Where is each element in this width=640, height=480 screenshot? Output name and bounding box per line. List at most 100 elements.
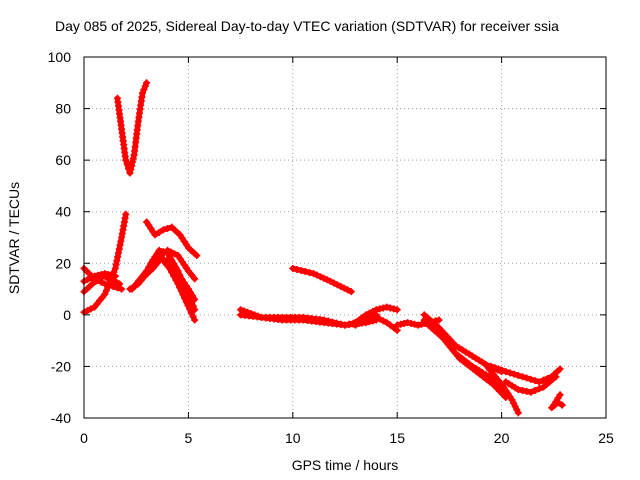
data-point-marker <box>531 386 539 394</box>
data-point-marker <box>164 224 172 232</box>
data-point-marker <box>109 282 117 290</box>
data-point-marker <box>186 305 194 313</box>
data-point-marker <box>166 253 174 261</box>
data-point-marker <box>414 321 422 329</box>
data-point-marker <box>383 303 391 311</box>
data-point-marker <box>498 366 506 374</box>
data-point-marker <box>502 368 510 376</box>
data-point-marker <box>397 320 405 328</box>
grid-layer <box>84 57 606 418</box>
data-point-marker <box>297 267 305 275</box>
x-tick-label: 20 <box>494 430 510 446</box>
data-point-marker <box>164 249 172 257</box>
data-point-marker <box>506 369 514 377</box>
data-point-marker <box>101 280 109 288</box>
plot-frame <box>83 56 607 419</box>
data-point-marker <box>159 226 167 234</box>
x-tick-label: 25 <box>598 430 614 446</box>
data-point-marker <box>411 320 419 328</box>
data-series <box>132 254 199 303</box>
data-point-marker <box>393 306 401 314</box>
data-point-marker <box>535 385 543 393</box>
data-point-marker <box>115 280 123 288</box>
data-point-marker <box>177 287 185 295</box>
tick-labels: 0 5 10 15 20 25 -40 -20 0 20 40 60 80 100 <box>48 49 614 446</box>
data-point-marker <box>193 252 201 260</box>
data-point-marker <box>372 306 380 314</box>
y-tick-label: -20 <box>51 358 71 374</box>
data-point-marker <box>523 387 531 395</box>
data-point-marker <box>390 305 398 313</box>
data-point-marker <box>514 371 522 379</box>
data-point-marker <box>118 285 126 293</box>
y-tick-label: 0 <box>63 307 71 323</box>
data-point-marker <box>170 272 178 280</box>
plot-border <box>83 56 607 419</box>
data-point-marker <box>127 165 135 173</box>
data-point-marker <box>347 288 355 296</box>
data-point-marker <box>90 272 98 280</box>
data-point-marker <box>153 254 161 262</box>
data-point-marker <box>184 302 192 310</box>
data-point-marker <box>527 388 535 396</box>
y-tick-label: 100 <box>48 49 72 65</box>
data-point-marker <box>172 276 180 284</box>
data-series <box>502 373 560 396</box>
y-tick-label: -40 <box>51 410 71 426</box>
data-point-marker <box>514 409 522 417</box>
data-point-marker <box>518 386 526 394</box>
data-point-marker <box>379 304 387 312</box>
data-point-marker <box>184 267 192 275</box>
data-point-marker <box>487 362 495 370</box>
data-point-marker <box>404 319 412 327</box>
data-point-marker <box>128 162 136 170</box>
data-point-marker <box>191 295 199 303</box>
data-marks <box>80 79 566 417</box>
x-tick-label: 15 <box>389 430 405 446</box>
data-point-marker <box>293 265 301 273</box>
data-point-marker <box>151 231 159 239</box>
data-point-marker <box>129 155 137 163</box>
y-tick-label: 40 <box>55 204 71 220</box>
data-series <box>143 218 201 260</box>
data-point-marker <box>97 270 105 278</box>
data-point-marker <box>514 386 522 394</box>
data-point-marker <box>539 376 547 384</box>
data-point-marker <box>122 210 130 218</box>
data-point-marker <box>531 377 539 385</box>
data-point-marker <box>104 270 112 278</box>
data-point-marker <box>400 319 408 327</box>
data-point-marker <box>556 391 564 399</box>
data-series <box>351 303 401 327</box>
x-tick-label: 5 <box>185 430 193 446</box>
data-point-marker <box>105 281 113 289</box>
y-tick-label: 20 <box>55 255 71 271</box>
data-point-marker <box>552 373 560 381</box>
data-point-marker <box>188 271 196 279</box>
data-point-marker <box>386 304 394 312</box>
data-point-marker <box>369 314 377 322</box>
data-point-marker <box>126 169 134 177</box>
data-point-marker <box>191 275 199 283</box>
data-point-marker <box>494 365 502 373</box>
data-series <box>113 79 151 177</box>
data-point-marker <box>491 364 499 372</box>
data-point-marker <box>376 305 384 313</box>
data-point-marker <box>554 399 562 407</box>
data-point-marker <box>189 312 197 320</box>
data-point-marker <box>155 228 163 236</box>
data-point-marker <box>362 316 370 324</box>
data-point-marker <box>365 315 373 323</box>
data-point-marker <box>128 158 136 166</box>
data-point-marker <box>138 89 146 97</box>
data-point-marker <box>108 271 116 279</box>
data-point-marker <box>176 284 184 292</box>
data-point-marker <box>101 290 109 298</box>
data-point-marker <box>182 298 190 306</box>
data-point-marker <box>102 287 110 295</box>
data-point-marker <box>301 268 309 276</box>
data-point-marker <box>174 280 182 288</box>
data-point-marker <box>191 316 199 324</box>
data-point-marker <box>518 373 526 381</box>
x-tick-label: 0 <box>80 430 88 446</box>
